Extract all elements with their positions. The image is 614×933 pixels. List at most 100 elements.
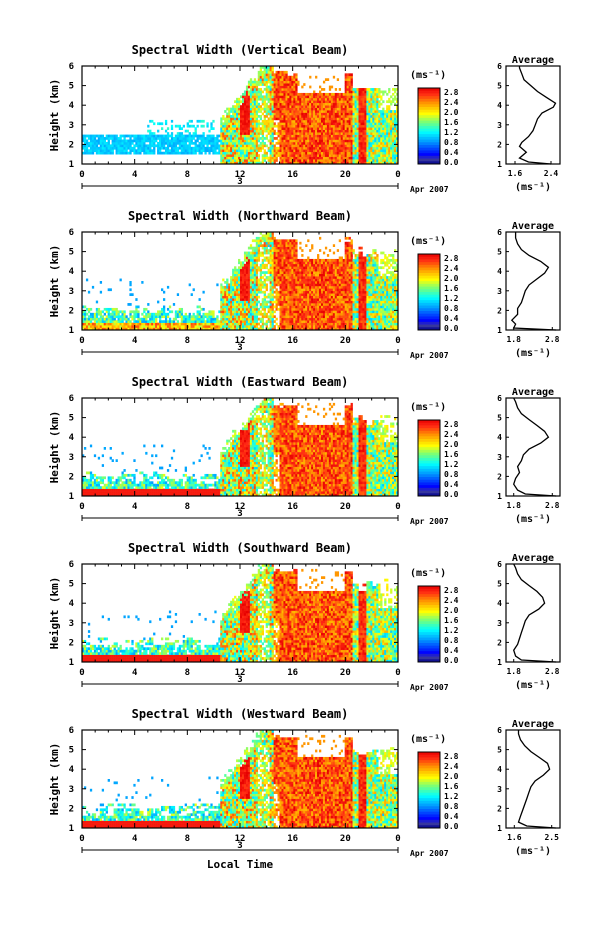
heatmap-cell bbox=[351, 130, 353, 133]
heatmap-cell bbox=[240, 105, 242, 108]
heatmap-cell bbox=[394, 132, 396, 135]
heatmap-cell bbox=[297, 98, 299, 101]
heatmap-cell bbox=[353, 152, 355, 155]
heatmap-cell bbox=[242, 293, 244, 296]
heatmap-cell bbox=[226, 306, 228, 309]
heatmap-cell bbox=[123, 152, 125, 155]
heatmap-cell bbox=[157, 147, 159, 150]
heatmap-cell bbox=[299, 93, 301, 96]
heatmap-cell bbox=[351, 154, 353, 157]
heatmap-cell bbox=[246, 271, 248, 274]
heatmap-cell bbox=[254, 110, 256, 113]
heatmap-cell bbox=[272, 244, 274, 247]
heatmap-cell bbox=[212, 152, 214, 155]
heatmap-cell bbox=[339, 115, 341, 118]
heatmap-cell bbox=[335, 135, 337, 138]
heatmap-cell bbox=[345, 125, 347, 128]
heatmap-cell bbox=[244, 303, 246, 306]
heatmap-cell bbox=[167, 140, 169, 143]
heatmap-cell bbox=[272, 283, 274, 286]
heatmap-cell bbox=[319, 113, 321, 116]
heatmap-cell bbox=[345, 144, 347, 147]
heatmap-cell bbox=[278, 76, 280, 79]
heatmap-cell bbox=[228, 286, 230, 289]
heatmap-cell bbox=[285, 152, 287, 155]
heatmap-cell bbox=[270, 103, 272, 106]
heatmap-cell bbox=[131, 315, 133, 318]
heatmap-cell bbox=[90, 313, 92, 316]
heatmap-cell bbox=[278, 93, 280, 96]
heatmap-cell bbox=[104, 320, 106, 323]
colorbar-swatch bbox=[418, 115, 440, 118]
heatmap-cell bbox=[362, 132, 364, 135]
heatmap-cell bbox=[384, 154, 386, 157]
heatmap-cell bbox=[163, 308, 165, 311]
heatmap-cell bbox=[238, 286, 240, 289]
heatmap-cell bbox=[242, 117, 244, 120]
heatmap-cell bbox=[191, 135, 193, 138]
heatmap-cell bbox=[376, 125, 378, 128]
heatmap-cell bbox=[252, 88, 254, 91]
heatmap-cell bbox=[343, 130, 345, 133]
heatmap-cell bbox=[276, 252, 278, 255]
heatmap-cell bbox=[216, 325, 218, 328]
heatmap-cell bbox=[252, 95, 254, 98]
heatmap-cell bbox=[287, 93, 289, 96]
heatmap-cell bbox=[84, 315, 86, 318]
heatmap-cell bbox=[327, 95, 329, 98]
heatmap-cell bbox=[368, 159, 370, 162]
heatmap-cell bbox=[285, 296, 287, 299]
heatmap-cell bbox=[357, 135, 359, 138]
heatmap-cell bbox=[285, 108, 287, 111]
heatmap-cell bbox=[157, 313, 159, 316]
heatmap-cell bbox=[289, 135, 291, 138]
heatmap-cell bbox=[171, 137, 173, 140]
heatmap-cell bbox=[224, 286, 226, 289]
heatmap-cell bbox=[250, 306, 252, 309]
heatmap-cell bbox=[339, 132, 341, 135]
heatmap-cell bbox=[297, 127, 299, 130]
heatmap-cell bbox=[116, 135, 118, 138]
heatmap-cell bbox=[110, 144, 112, 147]
heatmap-cell bbox=[258, 78, 260, 81]
heatmap-cell bbox=[360, 130, 362, 133]
heatmap-cell bbox=[303, 100, 305, 103]
heatmap-cell bbox=[374, 130, 376, 133]
heatmap-cell bbox=[353, 93, 355, 96]
heatmap-cell bbox=[384, 152, 386, 155]
heatmap-cell bbox=[272, 323, 274, 326]
heatmap-cell bbox=[317, 137, 319, 140]
heatmap-cell bbox=[372, 108, 374, 111]
heatmap-cell bbox=[256, 86, 258, 89]
heatmap-cell bbox=[341, 137, 343, 140]
heatmap-cell bbox=[218, 325, 220, 328]
heatmap-cell bbox=[364, 140, 366, 143]
heatmap-cell bbox=[390, 137, 392, 140]
heatmap-cell bbox=[351, 117, 353, 120]
heatmap-cell bbox=[222, 144, 224, 147]
heatmap-cell bbox=[264, 266, 266, 269]
heatmap-cell bbox=[280, 115, 282, 118]
heatmap-cell bbox=[280, 281, 282, 284]
heatmap-cell bbox=[129, 149, 131, 152]
heatmap-cell bbox=[380, 103, 382, 106]
heatmap-cell bbox=[372, 122, 374, 125]
heatmap-cell bbox=[183, 323, 185, 326]
heatmap-cell bbox=[197, 144, 199, 147]
heatmap-cell bbox=[254, 117, 256, 120]
heatmap-cell bbox=[242, 125, 244, 128]
heatmap-cell bbox=[169, 142, 171, 145]
heatmap-cell bbox=[230, 286, 232, 289]
heatmap-cell bbox=[108, 315, 110, 318]
heatmap-cell bbox=[276, 279, 278, 282]
heatmap-cell bbox=[185, 323, 187, 326]
heatmap-cell bbox=[270, 120, 272, 123]
heatmap-cell bbox=[92, 286, 94, 289]
heatmap-cell bbox=[274, 100, 276, 103]
heatmap-cell bbox=[285, 313, 287, 316]
heatmap-cell bbox=[380, 137, 382, 140]
heatmap-cell bbox=[256, 147, 258, 150]
heatmap-cell bbox=[347, 115, 349, 118]
heatmap-cell bbox=[149, 323, 151, 326]
colorbar-swatch bbox=[418, 129, 440, 132]
